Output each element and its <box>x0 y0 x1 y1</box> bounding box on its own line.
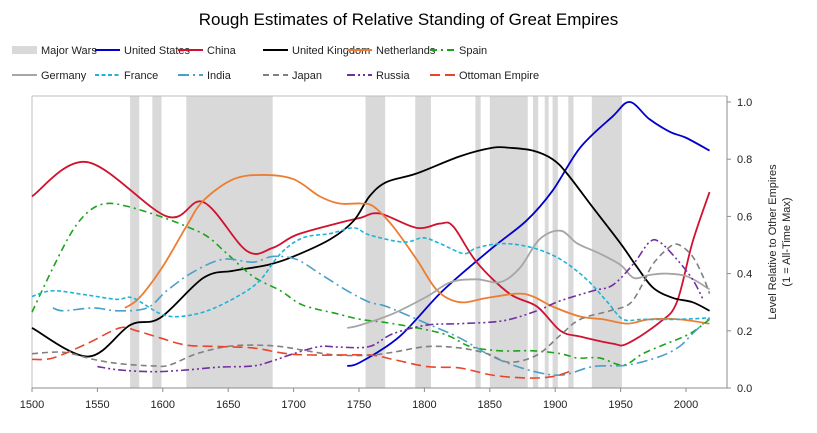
x-tick-label: 1700 <box>281 399 305 411</box>
war-band <box>532 96 539 388</box>
x-tick-label: 1900 <box>543 399 567 411</box>
war-band <box>415 96 431 388</box>
x-tick-label: 1550 <box>85 399 109 411</box>
legend-item: United States <box>95 45 191 57</box>
series-line-ottoman-empire <box>31 326 574 379</box>
war-band <box>489 96 528 388</box>
war-band <box>186 96 273 388</box>
y-tick-label: 0.2 <box>737 326 752 338</box>
series-line-france <box>31 227 710 322</box>
war-band <box>591 96 622 388</box>
legend-item: Netherlands <box>347 45 436 57</box>
y-tick-label: 0.4 <box>737 269 752 281</box>
legend-item: Major Wars <box>12 45 97 57</box>
legend-label: Russia <box>376 70 411 82</box>
legend-swatch-wars <box>12 46 37 54</box>
legend-item: Spain <box>430 45 487 57</box>
war-band <box>544 96 549 388</box>
series-line-japan <box>31 243 711 368</box>
legend-item: France <box>95 70 158 82</box>
legend-label: United States <box>124 45 191 57</box>
war-band <box>365 96 386 388</box>
legend-label: Netherlands <box>376 45 436 57</box>
war-band <box>130 96 140 388</box>
series-line-spain <box>31 202 711 366</box>
legend-item: India <box>178 70 232 82</box>
y-axis-label: Level Relative to Other Empires <box>767 164 779 320</box>
legend-item: United Kingdom <box>263 45 370 57</box>
series-line-united-states <box>346 101 710 367</box>
war-band <box>475 96 481 388</box>
legend-item: China <box>178 45 237 57</box>
legend-label: China <box>207 45 237 57</box>
legend-item: Russia <box>347 70 411 82</box>
x-tick-label: 1500 <box>20 399 44 411</box>
series-line-india <box>52 255 711 376</box>
x-tick-label: 1650 <box>216 399 240 411</box>
legend-label: France <box>124 70 158 82</box>
y-axis-label: (1 = All-Time Max) <box>781 197 793 286</box>
legend-label: India <box>207 70 232 82</box>
legend-item: Germany <box>12 70 87 82</box>
war-band <box>568 96 574 388</box>
y-tick-label: 0.0 <box>737 383 752 395</box>
legend-label: Major Wars <box>41 45 97 57</box>
legend-label: Ottoman Empire <box>459 70 539 82</box>
x-tick-label: 2000 <box>674 399 698 411</box>
x-tick-label: 1750 <box>347 399 371 411</box>
series-line-china <box>31 161 711 347</box>
chart-title: Rough Estimates of Relative Standing of … <box>198 10 619 29</box>
war-band <box>552 96 558 388</box>
y-tick-label: 1.0 <box>737 97 752 109</box>
series-line-russia <box>97 238 704 373</box>
legend-item: Japan <box>263 70 322 82</box>
legend-label: Germany <box>41 70 87 82</box>
legend-label: Spain <box>459 45 487 57</box>
x-tick-label: 1950 <box>608 399 632 411</box>
x-tick-label: 1800 <box>412 399 436 411</box>
war-band <box>152 96 162 388</box>
legend-item: Ottoman Empire <box>430 70 539 82</box>
x-tick-label: 1850 <box>478 399 502 411</box>
x-tick-label: 1600 <box>151 399 175 411</box>
series-line-united-kingdom <box>31 146 710 358</box>
legend-label: United Kingdom <box>292 45 370 57</box>
y-tick-label: 0.6 <box>737 211 752 223</box>
y-tick-label: 0.8 <box>737 154 752 166</box>
series-line-germany <box>347 229 711 329</box>
legend-label: Japan <box>292 70 322 82</box>
